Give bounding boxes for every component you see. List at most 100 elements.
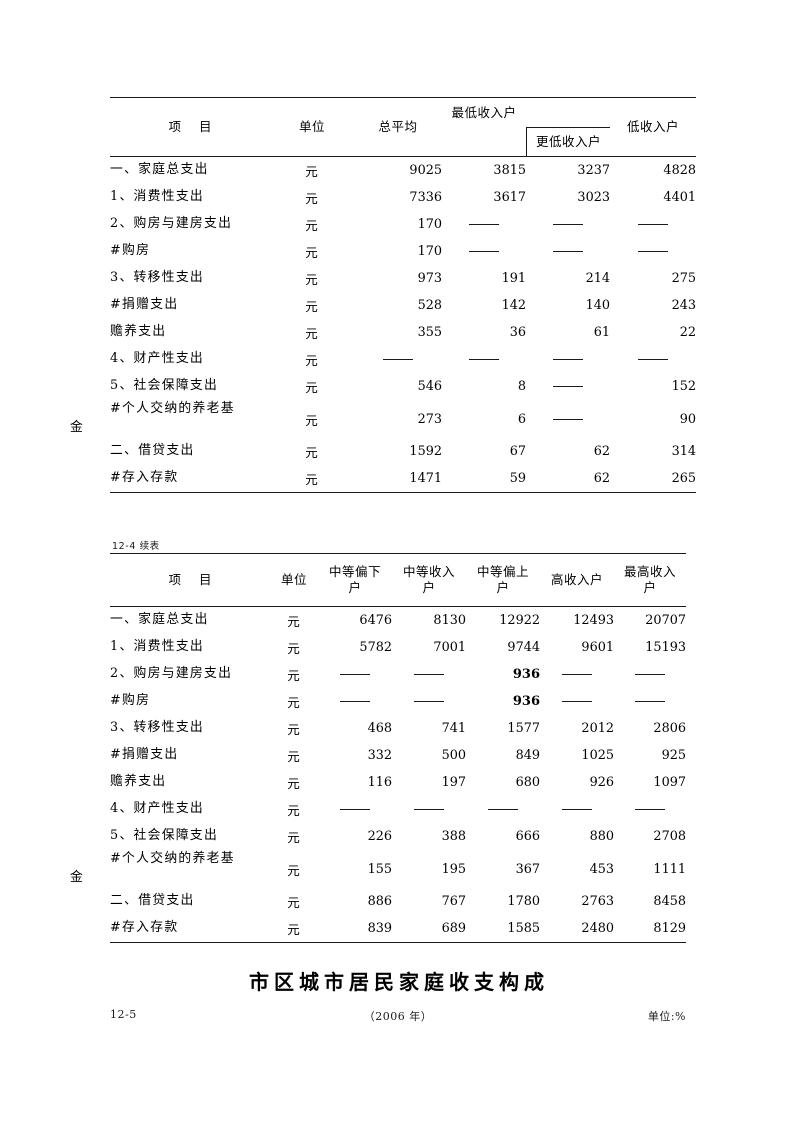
row-label: 2、购房与建房支出 <box>110 216 233 232</box>
row-value: 3815 <box>493 163 526 178</box>
row-unit: 元 <box>305 218 319 233</box>
row-value: 666 <box>515 829 540 844</box>
row-label: #购房 <box>110 693 151 709</box>
row-label: 2、购房与建房支出 <box>110 666 233 682</box>
row-value: 2763 <box>581 894 614 909</box>
header-middle-low-line2: 户 <box>348 580 362 595</box>
header-low-income: 低收入户 <box>626 119 679 135</box>
row-label: #存入存款 <box>110 470 179 486</box>
header-middle-high-line1: 中等偏上 <box>476 564 529 580</box>
row-unit: 元 <box>287 695 301 710</box>
row-value: 7336 <box>409 190 442 205</box>
row-value: 2806 <box>653 721 686 736</box>
row-value: 5782 <box>359 640 392 655</box>
no-data-dash-icon <box>635 674 665 675</box>
row-value <box>610 238 696 265</box>
row-label: 赡养支出 <box>110 324 167 340</box>
row-value: 3237 <box>577 163 610 178</box>
row-value: 1025 <box>581 748 614 763</box>
row-value: 9601 <box>581 640 614 655</box>
row-value: 226 <box>367 829 392 844</box>
no-data-dash-icon <box>638 224 668 225</box>
row-value: 453 <box>589 861 614 877</box>
table-row: 3、转移性支出 元 973 191 214 275 <box>110 265 696 292</box>
row-unit: 元 <box>305 164 319 179</box>
no-data-dash-icon <box>469 359 499 360</box>
header-highest-line1: 最高收入 <box>623 564 676 580</box>
table-row: 5、社会保障支出 元 546 8 152 <box>110 373 696 400</box>
table-row: #存入存款 元 839 689 1585 2480 8129 <box>110 915 686 943</box>
row-value: 36 <box>509 325 526 340</box>
table-number: 12-5 <box>110 1008 137 1021</box>
row-value: 265 <box>671 471 696 486</box>
no-data-dash-icon <box>414 674 444 675</box>
table-row: 赡养支出 元 355 36 61 22 <box>110 319 696 346</box>
row-label-line1: #个人交纳的养老基 <box>110 401 235 417</box>
row-value: 197 <box>441 775 466 790</box>
header-middle-high-line2: 户 <box>496 580 510 595</box>
row-value <box>614 661 686 688</box>
row-value: 2012 <box>581 721 614 736</box>
row-value: 140 <box>585 298 610 313</box>
continuation-caption: 12-4 续表 <box>112 541 160 552</box>
row-value: 367 <box>515 861 540 877</box>
row-value: 3023 <box>577 190 610 205</box>
table-row: 一、家庭总支出 元 9025 3815 3237 4828 <box>110 156 696 185</box>
header-even-lower-income-cell: 更低收入户 <box>526 98 610 157</box>
row-value: 61 <box>593 325 610 340</box>
row-unit: 元 <box>287 641 301 656</box>
row-value <box>392 661 466 688</box>
row-value <box>610 346 696 373</box>
row-value: 59 <box>509 471 526 486</box>
row-value: 8129 <box>653 921 686 936</box>
row-value <box>540 796 614 823</box>
row-value <box>526 238 610 265</box>
row-value <box>526 373 610 400</box>
row-value: 195 <box>441 861 466 877</box>
row-value: 973 <box>417 271 442 286</box>
header-middle-high-income: 中等偏上 户 <box>466 554 540 607</box>
no-data-dash-icon <box>553 224 583 225</box>
header-high-line1: 高收入户 <box>550 572 603 588</box>
row-label: #个人交纳的养老基金 <box>70 400 270 438</box>
header-middle-income: 中等收入 户 <box>392 554 466 607</box>
row-value: 468 <box>367 721 392 736</box>
row-value: 6 <box>517 411 526 427</box>
expenditure-table-part1: 项 目 单位 总平均 最低收入户 更低收入户 低收入户 一、家庭总支出元 9025… <box>70 97 696 493</box>
row-unit: 元 <box>287 803 301 818</box>
table-row: #捐赠支出 元 332 500 849 1025 925 <box>110 742 686 769</box>
header-unit-2: 单位 <box>280 572 307 588</box>
row-value: 528 <box>417 298 442 313</box>
no-data-dash-icon <box>635 701 665 702</box>
table-row: 4、财产性支出 元 <box>110 796 686 823</box>
row-unit: 元 <box>287 895 301 910</box>
row-label: 5、社会保障支出 <box>110 828 219 844</box>
table1-header-row: 项 目 单位 总平均 最低收入户 更低收入户 低收入户 <box>110 98 696 157</box>
row-value <box>318 688 392 715</box>
header-middle-low-line1: 中等偏下 <box>328 564 381 580</box>
row-value: 9025 <box>409 163 442 178</box>
row-value: 12922 <box>499 613 540 628</box>
row-value <box>614 688 686 715</box>
row-label: 一、家庭总支出 <box>110 162 209 178</box>
row-label: 5、社会保障支出 <box>110 378 219 394</box>
row-value <box>540 661 614 688</box>
row-label: #捐赠支出 <box>110 297 179 313</box>
row-value: 170 <box>417 244 442 259</box>
row-value: 1592 <box>409 444 442 459</box>
row-value: 936 <box>512 694 540 709</box>
row-value: 9744 <box>507 640 540 655</box>
row-value: 689 <box>441 921 466 936</box>
row-label-line2: 金 <box>70 870 85 885</box>
row-value: 880 <box>589 829 614 844</box>
row-value: 767 <box>441 894 466 909</box>
table2-header-row: 项 目 单位 中等偏下 户 中等收入 户 中等偏上 户 高收入户 <box>110 554 686 607</box>
table-row: #个人交纳的养老基金 元 273 6 90 <box>70 400 696 438</box>
header-unit: 单位 <box>298 119 325 135</box>
row-value <box>466 796 540 823</box>
row-value <box>318 796 392 823</box>
no-data-dash-icon <box>638 251 668 252</box>
header-middle-low-income: 中等偏下 户 <box>318 554 392 607</box>
no-data-dash-icon <box>562 701 592 702</box>
year-label: （2006 年） <box>363 1010 433 1023</box>
